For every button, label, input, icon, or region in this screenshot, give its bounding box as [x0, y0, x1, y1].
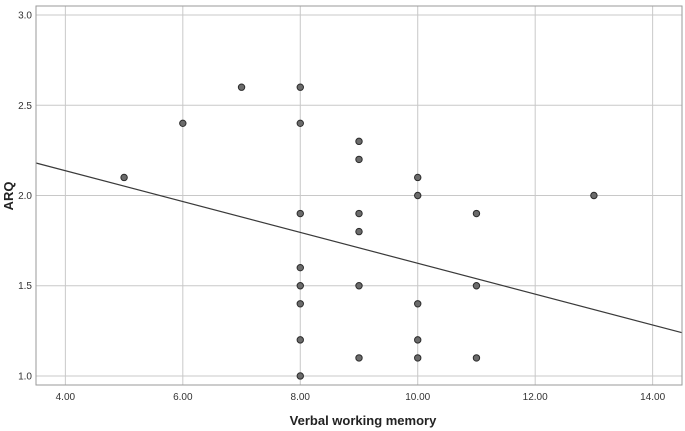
y-tick-label: 2.5	[18, 101, 32, 112]
data-point	[120, 173, 128, 182]
x-tick-label: 10.00	[405, 392, 430, 403]
data-point	[355, 282, 363, 290]
y-tick-label: 1.0	[18, 371, 32, 382]
data-point	[414, 300, 422, 308]
data-point	[355, 354, 363, 362]
y-tick-label: 2.0	[18, 191, 32, 202]
data-point	[237, 83, 246, 91]
data-point	[414, 336, 422, 344]
y-tick-labels: 1.0 1.5 2.0 2.5 3.0	[18, 11, 32, 383]
x-tick-label: 12.00	[523, 392, 548, 403]
data-points	[120, 83, 598, 380]
data-point	[296, 282, 304, 290]
data-point	[414, 173, 422, 182]
data-point	[179, 119, 187, 128]
data-point	[355, 227, 363, 236]
x-tick-label: 4.00	[56, 392, 76, 403]
x-tick-label: 14.00	[640, 392, 665, 403]
y-tick-label: 1.5	[18, 281, 32, 292]
data-point	[355, 137, 363, 146]
data-point	[296, 209, 304, 218]
data-point	[355, 155, 363, 164]
data-point	[472, 282, 481, 290]
fit-line	[35, 162, 683, 334]
data-point	[296, 372, 304, 380]
data-point	[296, 83, 304, 91]
data-point	[296, 336, 304, 344]
y-tick-label: 3.0	[18, 11, 32, 22]
data-point	[296, 263, 304, 272]
y-axis-label: ARQ	[1, 182, 16, 211]
data-point	[296, 119, 304, 128]
data-point	[414, 354, 422, 362]
data-point	[296, 300, 304, 308]
plot-frame	[35, 5, 683, 386]
data-point	[355, 209, 363, 218]
data-point	[414, 191, 422, 200]
regression-line	[35, 162, 683, 334]
x-tick-labels: 4.00 6.00 8.00 10.00 12.00 14.00	[56, 392, 666, 403]
data-point	[472, 209, 481, 218]
data-point	[472, 354, 481, 362]
x-axis-label: Verbal working memory	[290, 413, 437, 428]
grid-lines	[36, 6, 682, 385]
x-tick-label: 8.00	[291, 392, 311, 403]
x-tick-label: 6.00	[173, 392, 193, 403]
data-point	[590, 191, 598, 200]
